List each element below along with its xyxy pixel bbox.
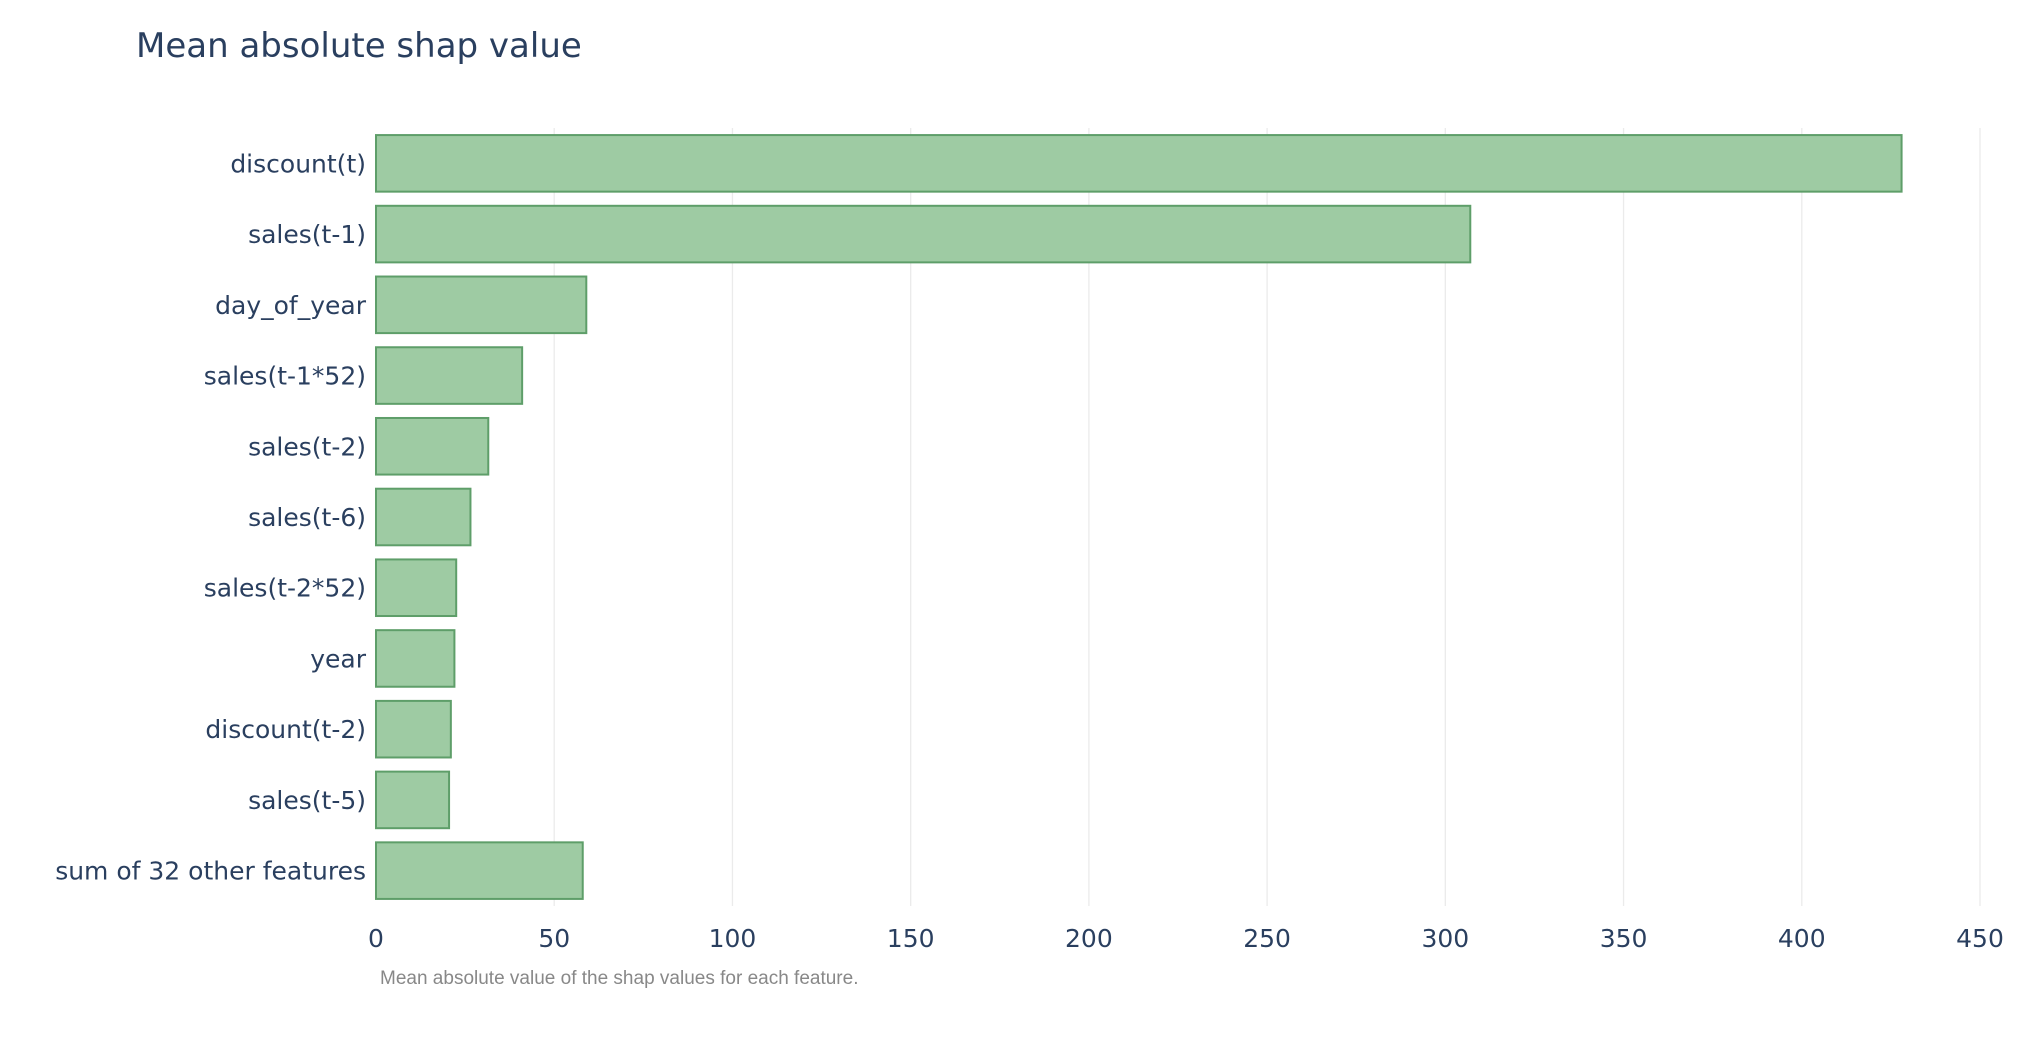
x-tick-label: 250 bbox=[1243, 924, 1291, 953]
bar-7 bbox=[375, 629, 456, 688]
bar-5 bbox=[375, 487, 472, 547]
bar-1 bbox=[375, 204, 1472, 264]
bar-10 bbox=[375, 841, 584, 900]
bar-0 bbox=[375, 134, 1903, 193]
x-tick-label: 50 bbox=[538, 924, 570, 953]
category-label: day_of_year bbox=[215, 291, 367, 320]
bar-6 bbox=[375, 558, 458, 618]
bar-4 bbox=[375, 416, 490, 476]
category-labels: discount(t) sales(t-1) day_of_year sales(t-… bbox=[55, 149, 367, 885]
x-tick-labels: 0 50 100 150 200 250 300 350 400 450 bbox=[368, 924, 2004, 953]
x-tick-label: 200 bbox=[1065, 924, 1113, 953]
bar-9 bbox=[375, 770, 451, 830]
x-tick-label: 400 bbox=[1778, 924, 1826, 953]
category-label: year bbox=[310, 644, 366, 673]
category-label: discount(t-2) bbox=[205, 715, 366, 744]
category-label: sales(t-5) bbox=[248, 786, 366, 815]
bars bbox=[375, 134, 1903, 900]
x-tick-label: 0 bbox=[368, 924, 384, 953]
category-label: sum of 32 other features bbox=[55, 857, 366, 886]
bar-8 bbox=[375, 699, 452, 759]
category-label: discount(t) bbox=[230, 149, 366, 178]
chart-caption: Mean absolute value of the shap values f… bbox=[380, 968, 858, 989]
bar-2 bbox=[375, 275, 588, 335]
category-label: sales(t-1) bbox=[248, 220, 366, 249]
bar-3 bbox=[375, 346, 524, 405]
x-tick-label: 150 bbox=[887, 924, 935, 953]
category-label: sales(t-6) bbox=[248, 503, 366, 532]
x-tick-label: 350 bbox=[1600, 924, 1648, 953]
x-tick-label: 300 bbox=[1421, 924, 1469, 953]
category-label: sales(t-2*52) bbox=[204, 574, 366, 603]
x-tick-label: 450 bbox=[1956, 924, 2004, 953]
category-label: sales(t-1*52) bbox=[204, 362, 366, 391]
x-tick-label: 100 bbox=[709, 924, 757, 953]
category-label: sales(t-2) bbox=[248, 432, 366, 461]
chart-title: Mean absolute shap value bbox=[136, 26, 582, 66]
